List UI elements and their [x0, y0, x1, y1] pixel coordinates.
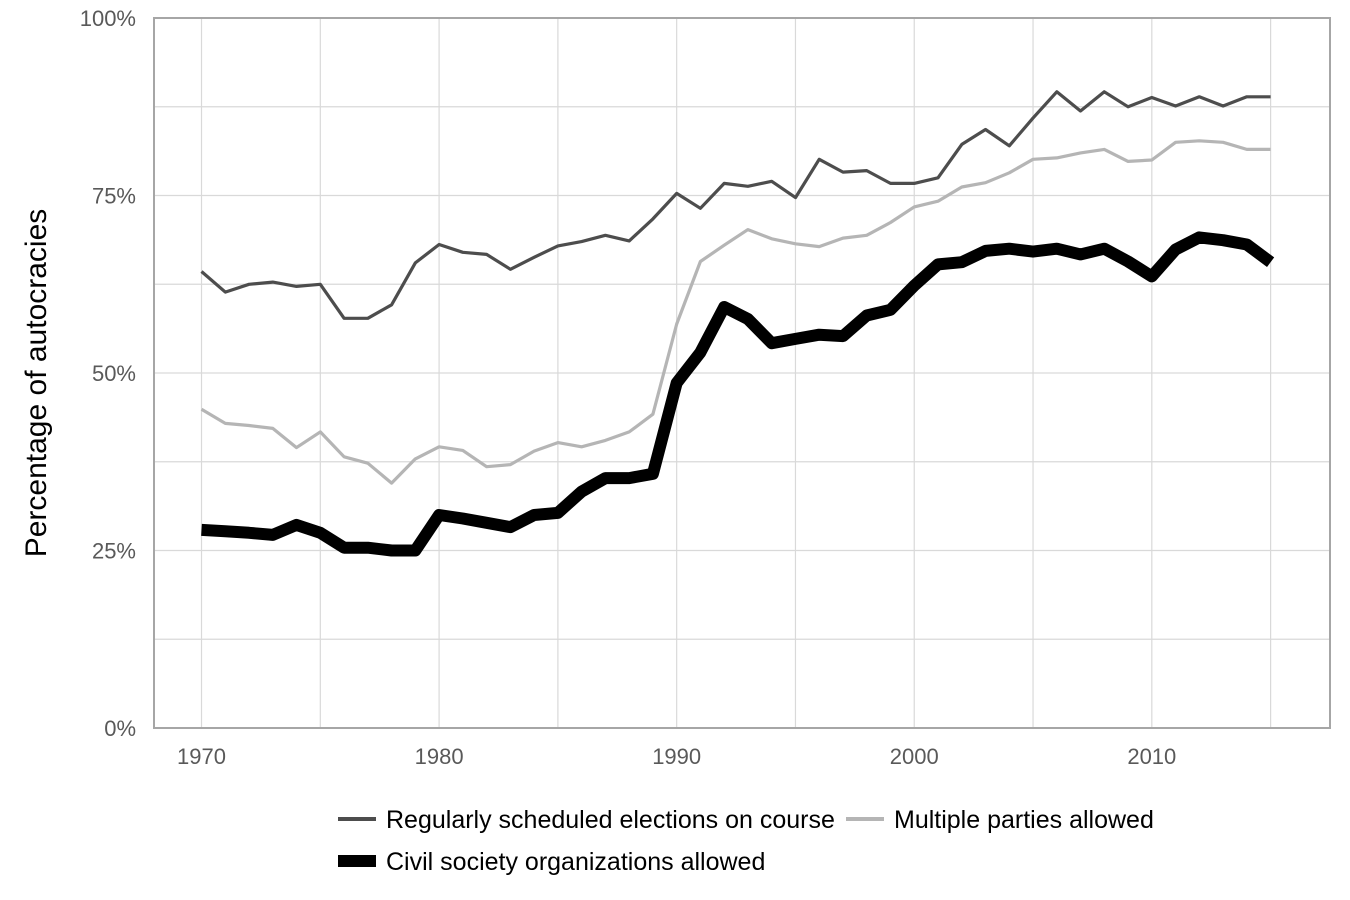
grid: [154, 17, 1330, 728]
plot-border: [153, 17, 1331, 729]
series-lines: [200, 90, 1275, 557]
y-tick-label: 0%: [104, 716, 136, 741]
series-line: [201, 231, 1275, 557]
x-tick-label: 1980: [415, 744, 464, 769]
legend-label: Civil society organizations allowed: [386, 848, 765, 876]
series-line: [200, 139, 1271, 485]
x-tick-label: 2010: [1127, 744, 1176, 769]
x-tick-label: 1970: [177, 744, 226, 769]
y-tick-labels: 0% 25% 50% 75% 100%: [80, 6, 136, 741]
x-tick-label: 1990: [652, 744, 701, 769]
series-line: [200, 90, 1271, 320]
plot-frame: [153, 17, 1331, 729]
legend-label: Multiple parties allowed: [894, 806, 1154, 834]
x-tick-label: 2000: [890, 744, 939, 769]
y-tick-label: 100%: [80, 6, 136, 31]
y-tick-label: 75%: [92, 184, 136, 209]
y-axis-label: Percentage of autocracies: [20, 209, 53, 558]
legend: Regularly scheduled elections on course M…: [338, 806, 1154, 876]
y-tick-label: 50%: [92, 361, 136, 386]
x-tick-labels: 1970 1980 1990 2000 2010: [177, 744, 1176, 769]
y-tick-label: 25%: [92, 539, 136, 564]
legend-label: Regularly scheduled elections on course: [386, 806, 835, 834]
